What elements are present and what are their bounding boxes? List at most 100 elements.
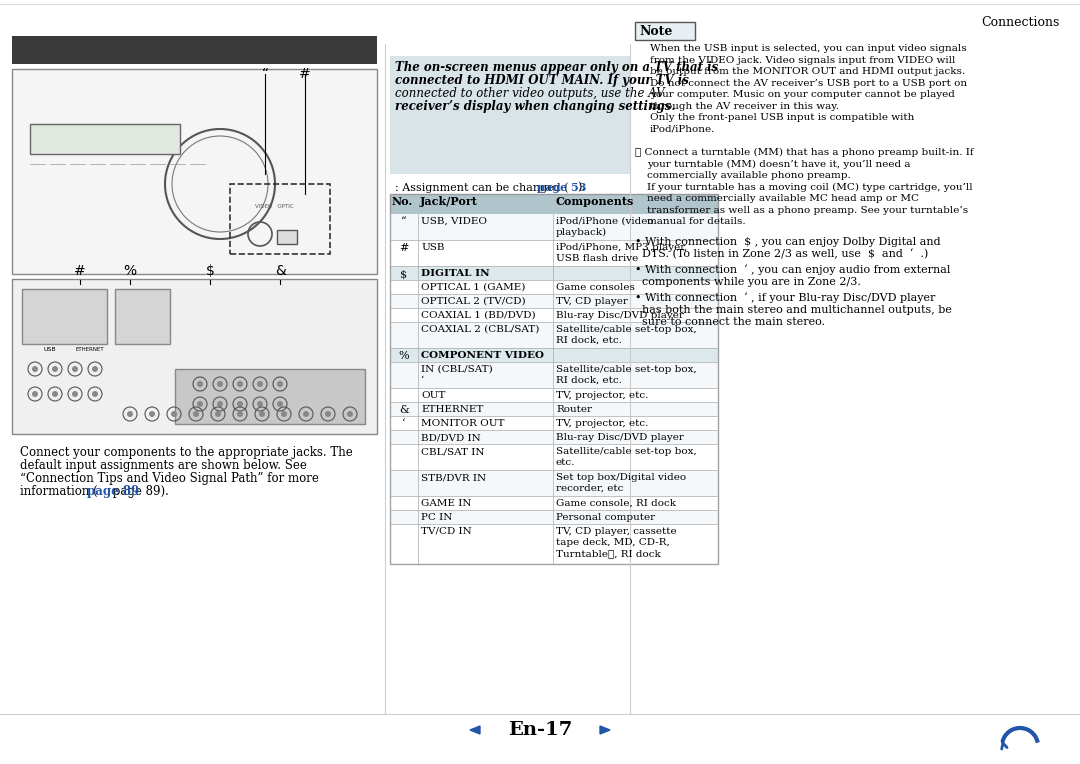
Text: your turntable (MM) doesn’t have it, you’ll need a: your turntable (MM) doesn’t have it, you… [647, 160, 910, 169]
Text: VIDEO   OPTIC: VIDEO OPTIC [255, 204, 294, 209]
Polygon shape [600, 726, 610, 734]
Circle shape [276, 381, 283, 387]
Text: iPod/iPhone (video: iPod/iPhone (video [556, 217, 653, 226]
Text: COMPONENT VIDEO: COMPONENT VIDEO [421, 351, 544, 360]
Text: %: % [399, 351, 409, 361]
Text: Components: Components [555, 196, 633, 207]
Text: Jack/Port: Jack/Port [420, 196, 477, 207]
Bar [390, 444, 718, 470]
Text: Satellite/cable set-top box,: Satellite/cable set-top box, [556, 447, 697, 456]
Text: TV, projector, etc.: TV, projector, etc. [556, 419, 648, 428]
Circle shape [32, 391, 38, 397]
Text: OPTICAL 2 (TV/CD): OPTICAL 2 (TV/CD) [421, 297, 526, 306]
Text: GAME IN: GAME IN [421, 499, 472, 508]
Circle shape [237, 401, 243, 407]
Bar [390, 266, 718, 280]
Text: Set top box/Digital video: Set top box/Digital video [556, 473, 686, 482]
Text: USB: USB [421, 243, 445, 252]
Bar [30, 124, 180, 154]
Text: sure to connect the main stereo.: sure to connect the main stereo. [635, 316, 825, 326]
Text: • With connection  ‘ , you can enjoy audio from external: • With connection ‘ , you can enjoy audi… [635, 264, 950, 275]
Text: page 53: page 53 [537, 182, 586, 193]
Bar [390, 308, 718, 322]
Bar [390, 322, 718, 348]
Text: USB, VIDEO: USB, VIDEO [421, 217, 487, 226]
Circle shape [193, 411, 199, 417]
Bar [390, 240, 718, 266]
Text: playback): playback) [556, 228, 607, 237]
Circle shape [32, 366, 38, 372]
Text: Game consoles: Game consoles [556, 283, 635, 292]
Text: Personal computer: Personal computer [556, 513, 656, 522]
Circle shape [197, 401, 203, 407]
Text: CBL/SAT IN: CBL/SAT IN [421, 447, 485, 456]
Text: OUT: OUT [421, 391, 445, 400]
Bar [175, 369, 365, 424]
Text: receiver’s display when changing settings.: receiver’s display when changing setting… [395, 100, 675, 113]
Text: ETHERNET: ETHERNET [76, 347, 105, 351]
Bar [390, 470, 718, 496]
Circle shape [215, 411, 221, 417]
Circle shape [259, 411, 265, 417]
Text: • With connection  $ , you can enjoy Dolby Digital and: • With connection $ , you can enjoy Dolb… [635, 237, 941, 247]
Circle shape [257, 381, 264, 387]
Text: IN (CBL/SAT): IN (CBL/SAT) [421, 365, 492, 374]
Circle shape [237, 411, 243, 417]
Circle shape [276, 401, 283, 407]
Bar [390, 388, 718, 402]
Circle shape [347, 411, 353, 417]
Bar [635, 22, 696, 40]
Circle shape [217, 381, 222, 387]
Text: ‘: ‘ [402, 419, 406, 429]
Circle shape [257, 401, 264, 407]
Text: STB/DVR IN: STB/DVR IN [421, 473, 486, 482]
Circle shape [149, 411, 156, 417]
Bar [390, 362, 718, 388]
Text: No.: No. [392, 196, 414, 207]
Bar [12, 279, 377, 434]
Text: “Connection Tips and Video Signal Path” for more: “Connection Tips and Video Signal Path” … [21, 472, 319, 485]
Text: %: % [123, 264, 136, 278]
Text: Connections: Connections [982, 16, 1059, 29]
Text: TV, CD player, cassette: TV, CD player, cassette [556, 527, 677, 536]
Text: #: # [75, 264, 86, 278]
Bar [22, 289, 107, 344]
Circle shape [237, 381, 243, 387]
Text: En-17: En-17 [508, 721, 572, 739]
Text: DTS. (To listen in Zone 2/3 as well, use  $  and  ‘  .): DTS. (To listen in Zone 2/3 as well, use… [635, 248, 928, 259]
Text: Note: Note [639, 25, 673, 38]
Circle shape [92, 391, 98, 397]
Text: Blu-ray Disc/DVD player: Blu-ray Disc/DVD player [556, 311, 684, 320]
Text: Game console, RI dock: Game console, RI dock [556, 499, 676, 508]
Text: OPTICAL 1 (GAME): OPTICAL 1 (GAME) [421, 283, 525, 292]
Text: ✔ Connect a turntable (MM) that has a phono preamp built-in. If: ✔ Connect a turntable (MM) that has a ph… [635, 148, 974, 157]
Bar [390, 430, 718, 444]
Text: iPod/iPhone, MP3 player,: iPod/iPhone, MP3 player, [556, 243, 687, 252]
Text: iPod/iPhone.: iPod/iPhone. [650, 125, 715, 134]
Text: TV, CD player: TV, CD player [556, 297, 627, 306]
Text: tape deck, MD, CD-R,: tape deck, MD, CD-R, [556, 538, 670, 547]
Text: “: “ [261, 67, 269, 81]
Text: #: # [299, 67, 311, 81]
Circle shape [92, 366, 98, 372]
Circle shape [72, 366, 78, 372]
Text: your computer. Music on your computer cannot be played: your computer. Music on your computer ca… [650, 90, 955, 99]
Text: #: # [400, 243, 408, 253]
Bar [12, 36, 377, 64]
Text: from the VIDEO jack. Video signals input from VIDEO will: from the VIDEO jack. Video signals input… [650, 56, 956, 64]
Text: default input assignments are shown below. See: default input assignments are shown belo… [21, 459, 307, 472]
Circle shape [197, 381, 203, 387]
Text: USB flash drive: USB flash drive [556, 254, 638, 263]
Circle shape [127, 411, 133, 417]
Text: If your turntable has a moving coil (MC) type cartridge, you’ll: If your turntable has a moving coil (MC)… [647, 183, 973, 192]
Text: ETHERNET: ETHERNET [421, 405, 484, 414]
Text: ‘: ‘ [421, 376, 424, 385]
Text: TV/CD IN: TV/CD IN [421, 527, 472, 536]
Bar [390, 416, 718, 430]
Text: Do not connect the AV receiver’s USB port to a USB port on: Do not connect the AV receiver’s USB por… [650, 79, 967, 88]
Bar [390, 194, 718, 564]
Text: COAXIAL 1 (BD/DVD): COAXIAL 1 (BD/DVD) [421, 311, 536, 320]
Circle shape [52, 366, 58, 372]
Text: components while you are in Zone 2/3.: components while you are in Zone 2/3. [635, 277, 861, 286]
Circle shape [171, 411, 177, 417]
